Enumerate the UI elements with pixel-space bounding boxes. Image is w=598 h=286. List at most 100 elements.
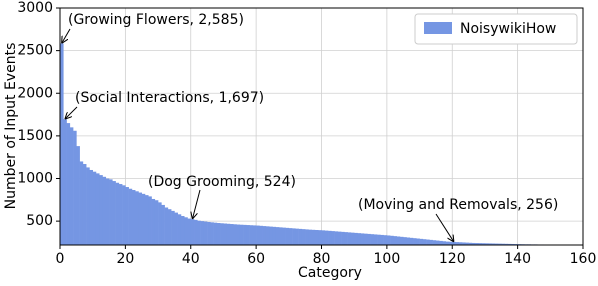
bar xyxy=(240,225,244,245)
bar xyxy=(253,225,257,245)
bar xyxy=(354,233,358,245)
bar xyxy=(233,224,237,245)
bar xyxy=(318,230,322,245)
y-tick-label: 2000 xyxy=(17,85,53,101)
x-tick-label: 0 xyxy=(56,251,65,267)
bar xyxy=(142,194,146,245)
bar xyxy=(191,219,195,245)
annotation-arrow xyxy=(62,29,70,43)
bar xyxy=(397,236,401,245)
bar xyxy=(286,228,290,245)
y-tick-label: 3000 xyxy=(17,0,53,16)
bar xyxy=(312,230,316,245)
bar xyxy=(230,224,234,245)
x-tick-label: 40 xyxy=(182,251,200,267)
bar xyxy=(86,167,90,245)
bar xyxy=(250,225,254,245)
bar xyxy=(344,232,348,245)
bar xyxy=(70,127,74,245)
bar xyxy=(161,205,165,245)
bar xyxy=(73,131,77,245)
bar xyxy=(282,228,286,245)
bar xyxy=(207,222,211,245)
bar xyxy=(76,146,80,245)
bar xyxy=(292,228,296,245)
bar xyxy=(338,232,342,245)
legend-swatch xyxy=(424,22,452,34)
bar xyxy=(256,226,260,245)
bar xyxy=(367,234,371,245)
bar xyxy=(96,173,100,245)
bar xyxy=(187,219,191,245)
bar xyxy=(266,226,270,245)
bar xyxy=(322,230,326,245)
bar xyxy=(439,241,443,245)
bar xyxy=(305,229,309,245)
bar xyxy=(416,239,420,245)
bar xyxy=(89,170,93,245)
x-tick-label: 140 xyxy=(504,251,531,267)
bar xyxy=(433,240,437,245)
x-tick-label: 120 xyxy=(439,251,466,267)
bar xyxy=(420,239,424,245)
bar xyxy=(374,234,378,245)
bar xyxy=(384,235,388,245)
bar xyxy=(302,229,306,245)
bar xyxy=(423,239,427,245)
bar xyxy=(400,237,404,245)
bar xyxy=(227,224,231,245)
bar xyxy=(403,237,407,245)
bar xyxy=(259,226,263,245)
bar xyxy=(243,225,247,245)
bar xyxy=(263,226,267,245)
annotation: (Moving and Removals, 256) xyxy=(358,197,558,213)
bar xyxy=(426,240,430,245)
bar xyxy=(122,185,126,245)
bar xyxy=(315,230,319,245)
x-tick-label: 160 xyxy=(570,251,597,267)
bar xyxy=(210,222,214,245)
bar xyxy=(171,211,175,245)
annotation: (Social Interactions, 1,697) xyxy=(75,90,264,106)
bar xyxy=(152,199,156,245)
bar xyxy=(63,119,67,245)
bar xyxy=(135,191,139,245)
bar xyxy=(325,231,329,245)
bar xyxy=(371,234,375,245)
bar xyxy=(99,175,103,245)
bar xyxy=(442,241,446,245)
bar xyxy=(223,224,227,245)
bar xyxy=(174,213,178,245)
x-tick-label: 100 xyxy=(374,251,401,267)
bar xyxy=(308,230,312,245)
bar xyxy=(125,187,129,245)
y-tick-label: 1000 xyxy=(17,171,53,187)
legend-label: NoisywikiHow xyxy=(460,21,556,37)
bar xyxy=(276,227,280,245)
bar xyxy=(138,193,142,245)
bar xyxy=(295,229,299,245)
bar xyxy=(60,43,64,245)
bar xyxy=(361,233,365,245)
bar xyxy=(364,234,368,245)
annotation: (Growing Flowers, 2,585) xyxy=(68,12,244,28)
bar xyxy=(93,172,97,245)
annotation: (Dog Grooming, 524) xyxy=(148,174,296,190)
bar xyxy=(145,195,149,245)
bar xyxy=(272,227,276,245)
bar xyxy=(436,241,440,245)
bar xyxy=(387,235,391,245)
legend: NoisywikiHow xyxy=(415,14,577,44)
bar xyxy=(80,161,84,245)
bar xyxy=(132,190,136,245)
x-tick-label: 80 xyxy=(313,251,331,267)
bar xyxy=(119,184,123,245)
bar xyxy=(380,235,384,245)
x-tick-label: 20 xyxy=(116,251,134,267)
bar xyxy=(67,123,71,245)
y-tick-label: 500 xyxy=(26,213,53,229)
bar xyxy=(279,227,283,245)
bar xyxy=(289,228,293,245)
bar xyxy=(116,183,120,245)
